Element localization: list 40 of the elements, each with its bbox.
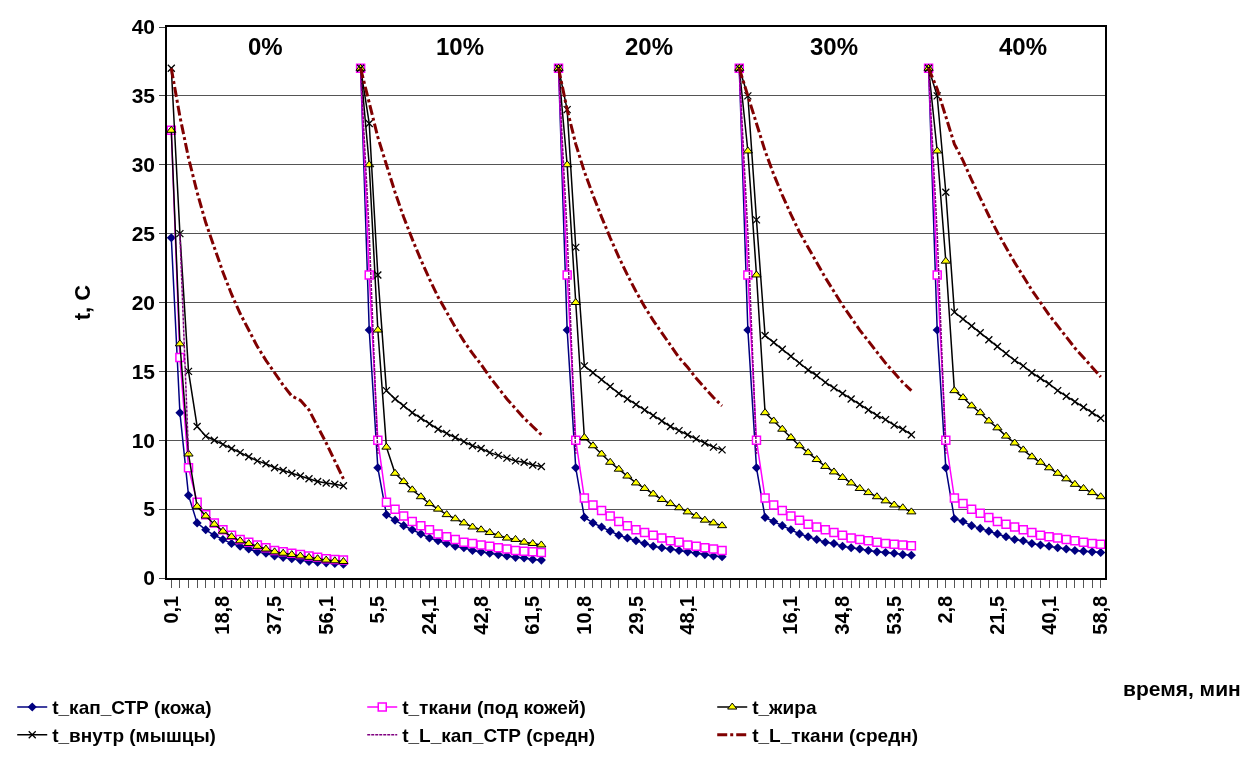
y-tick-label: 5 [143,497,156,521]
x-tick-label: 29,5 [624,595,647,635]
annotation: 40% [999,33,1048,60]
x-tick-label: 24,1 [417,595,440,635]
y-tick-label: 10 [131,428,156,452]
y-tick-label: 0 [143,566,156,590]
x-tick-label: 18,8 [211,595,234,635]
x-tick-label: 0,1 [159,595,182,624]
annotation: 0% [248,33,283,60]
legend-label: t_внутр (мышцы) [52,725,216,747]
x-tick-label: 5,5 [366,595,389,624]
x-axis-title: время, мин [1123,677,1241,700]
x-tick-label: 10,8 [572,595,595,635]
x-tick-label: 40,1 [1037,595,1060,635]
x-tick-label: 2,8 [934,595,957,624]
x-tick-label: 56,1 [314,595,337,635]
legend-label: t_L_кап_СТР (средн) [402,725,596,747]
annotation: 20% [625,33,674,60]
x-tick-label: 58,8 [1089,595,1112,635]
x-tick-label: 48,1 [676,595,699,635]
y-tick-label: 15 [131,359,156,383]
legend-label: t_жира [752,697,817,719]
legend-label: t_ткани (под кожей) [402,697,586,719]
y-tick-label: 35 [131,84,156,108]
legend-label: t_L_ткани (средн) [752,725,919,747]
x-tick-label: 34,8 [831,595,854,635]
x-tick-label: 61,5 [521,595,544,635]
x-tick-label: 16,1 [779,595,802,635]
legend-label: t_кап_СТР (кожа) [52,697,212,719]
x-tick-label: 37,5 [263,595,286,635]
y-tick-label: 40 [131,15,156,39]
y-tick-label: 25 [131,221,156,245]
y-tick-label: 30 [131,153,156,177]
y-axis-title: t, C [69,284,95,321]
annotation: 10% [436,33,485,60]
x-tick-label: 53,5 [882,595,905,635]
x-tick-label: 42,8 [469,595,492,635]
annotation: 30% [810,33,859,60]
x-tick-label: 21,5 [985,595,1008,635]
y-tick-label: 20 [131,290,156,314]
